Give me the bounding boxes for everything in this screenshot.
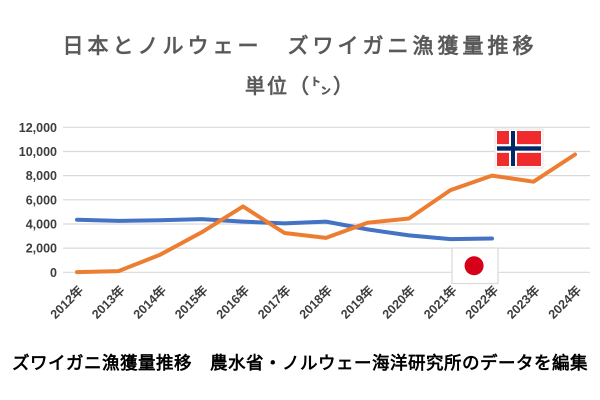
x-tick-label: 2022年 xyxy=(462,282,501,321)
chart-title: 日本とノルウェー ズワイガニ漁獲量推移 xyxy=(62,35,538,58)
y-tick-label: 8,000 xyxy=(26,169,57,183)
y-tick-label: 2,000 xyxy=(26,242,57,256)
x-tick-label: 2019年 xyxy=(338,282,377,321)
x-tick-label: 2012年 xyxy=(47,282,86,321)
y-axis-labels: 0 2,000 4,000 6,000 8,000 10,000 12,000 xyxy=(19,121,57,280)
source-caption: ズワイガニ漁獲量推移 農水省・ノルウェー海洋研究所のデータを編集 xyxy=(12,353,588,373)
y-tick-label: 4,000 xyxy=(26,218,57,232)
y-tick-label: 0 xyxy=(50,266,57,280)
gridlines xyxy=(63,126,590,273)
x-tick-label: 2020年 xyxy=(379,282,418,321)
x-axis-labels: 2012年 2013年 2014年 2015年 2016年 2017年 2018年 2019年… xyxy=(47,282,584,321)
x-tick-label: 2017年 xyxy=(255,282,294,321)
y-tick-label: 12,000 xyxy=(19,121,57,135)
norway-series-line xyxy=(75,152,577,275)
x-tick-label: 2023年 xyxy=(504,282,543,321)
y-tick-label: 6,000 xyxy=(26,193,57,207)
x-tick-label: 2013年 xyxy=(89,282,128,321)
x-tick-label: 2024年 xyxy=(545,282,584,321)
x-tick-label: 2014年 xyxy=(130,282,169,321)
unit-label: 単位（㌧） xyxy=(245,76,355,98)
y-tick-label: 10,000 xyxy=(19,145,57,159)
x-tick-label: 2018年 xyxy=(296,282,335,321)
japan-series-line xyxy=(75,217,494,242)
japan-flag-icon xyxy=(451,247,499,285)
x-tick-label: 2016年 xyxy=(213,282,252,321)
x-tick-label: 2015年 xyxy=(172,282,211,321)
norway-flag-icon xyxy=(494,128,544,169)
x-tick-label: 2021年 xyxy=(421,282,460,321)
